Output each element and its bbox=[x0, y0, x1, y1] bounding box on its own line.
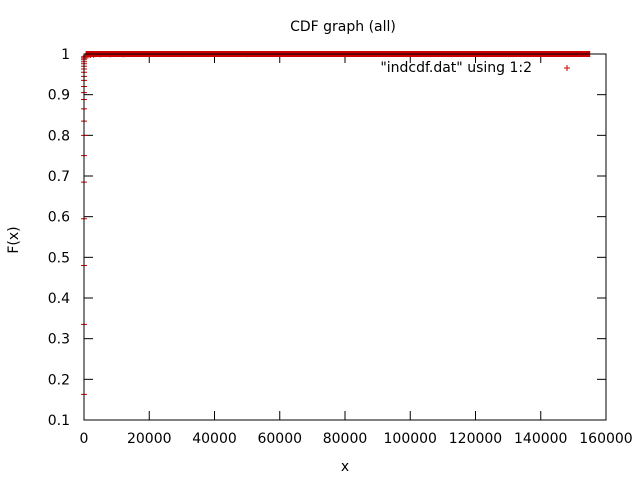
y-tick-label: 0.9 bbox=[48, 88, 70, 104]
y-tick-label: 0.5 bbox=[48, 250, 70, 266]
x-tick-label: 40000 bbox=[192, 431, 237, 447]
x-tick-label: 80000 bbox=[323, 431, 368, 447]
y-tick-label: 0.7 bbox=[48, 169, 70, 185]
y-tick-label: 0.1 bbox=[48, 413, 70, 429]
x-tick-label: 160000 bbox=[579, 431, 632, 447]
plot-frame bbox=[83, 53, 607, 421]
legend-marker-plus bbox=[564, 65, 570, 71]
y-tick-label: 0.4 bbox=[48, 291, 70, 307]
y-tick-label: 0.3 bbox=[48, 332, 70, 348]
legend-marker bbox=[564, 65, 570, 71]
x-tick-label: 20000 bbox=[127, 431, 172, 447]
chart-title: CDF graph (all) bbox=[290, 19, 396, 35]
y-tick-label: 0.6 bbox=[48, 210, 70, 226]
legend: "indcdf.dat" using 1:2 bbox=[380, 60, 570, 76]
y-tick-label: 1 bbox=[61, 47, 70, 63]
x-tick-label: 140000 bbox=[514, 431, 567, 447]
y-axis-label: F(x) bbox=[6, 226, 22, 253]
plot-area bbox=[81, 51, 593, 398]
x-tick-label: 120000 bbox=[449, 431, 502, 447]
y-tick-label: 0.2 bbox=[48, 372, 70, 388]
legend-label: "indcdf.dat" using 1:2 bbox=[380, 60, 532, 76]
x-tick-label: 100000 bbox=[384, 431, 437, 447]
y-tick-label: 0.8 bbox=[48, 128, 70, 144]
x-axis-label: x bbox=[341, 459, 349, 475]
axis-ticks: 0 20000 40000 60000 80000 100000 120000 140000 1… bbox=[48, 47, 633, 447]
x-tick-label: 60000 bbox=[257, 431, 302, 447]
x-tick-label: 0 bbox=[80, 431, 89, 447]
